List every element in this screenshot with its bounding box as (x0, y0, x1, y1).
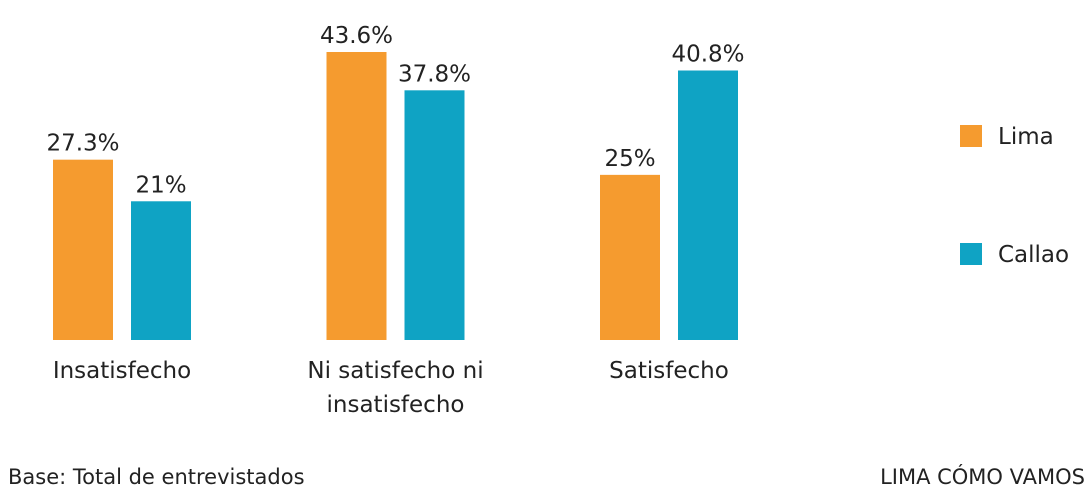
note: Base: Total de entrevistados (8, 465, 305, 489)
bar (326, 52, 387, 340)
bar (404, 90, 465, 341)
legend-label: Lima (998, 124, 1054, 150)
bar (600, 174, 660, 340)
legend-swatch (960, 125, 982, 147)
legend-label: Callao (998, 242, 1069, 268)
x-tick-label: Insatisfecho (52, 358, 192, 384)
value-label: 25% (604, 146, 655, 172)
source: LIMA CÓMO VAMOS (880, 465, 1085, 489)
legend-swatch (960, 243, 982, 265)
value-label: 43.6% (320, 23, 393, 49)
value-label: 21% (135, 172, 186, 198)
bar (53, 159, 113, 340)
x-tick-label: Satisfecho (609, 358, 729, 384)
value-label: 27.3% (46, 131, 119, 157)
value-label: 37.8% (398, 61, 471, 87)
x-tick-label: Ni satisfecho ni insatisfecho (307, 358, 484, 418)
value-label: 40.8% (671, 41, 744, 67)
bar (678, 70, 738, 340)
bar (131, 201, 191, 340)
